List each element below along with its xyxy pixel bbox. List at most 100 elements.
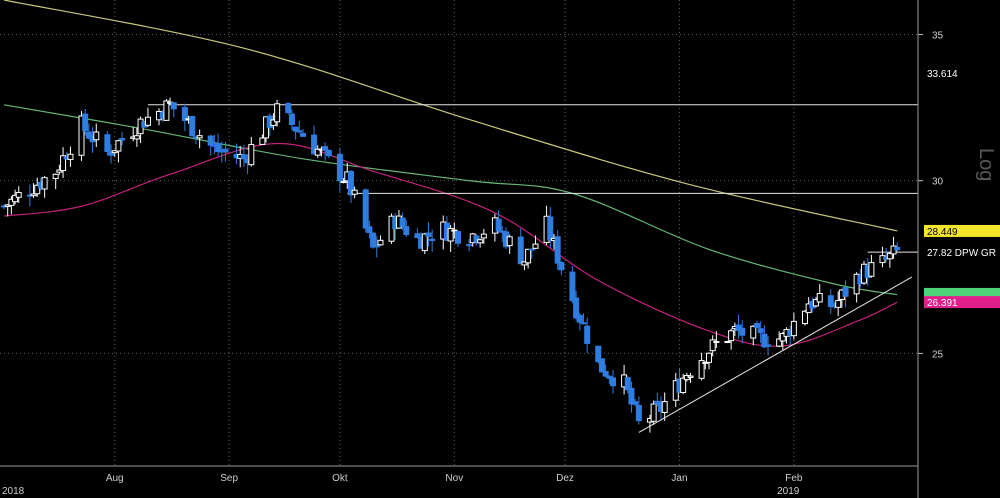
price-tag-top: 33.614 bbox=[927, 69, 958, 80]
candle-body bbox=[776, 338, 783, 347]
x-tick-label: Feb bbox=[785, 473, 803, 484]
candle-body bbox=[473, 235, 480, 243]
candle-body bbox=[569, 271, 576, 302]
candle-body bbox=[12, 194, 19, 203]
candle-body bbox=[765, 344, 772, 347]
candle-body bbox=[403, 226, 410, 236]
candle-body bbox=[517, 236, 524, 265]
candle-body bbox=[868, 262, 875, 277]
candle-body bbox=[894, 246, 901, 251]
candle-body bbox=[558, 261, 565, 271]
candle-body bbox=[56, 169, 63, 173]
candle-body bbox=[8, 198, 15, 206]
support-trendline bbox=[638, 276, 913, 433]
x-year-label: 2018 bbox=[2, 486, 25, 497]
candle-body bbox=[85, 131, 92, 139]
candle-body bbox=[347, 170, 354, 196]
candle-body bbox=[835, 300, 842, 308]
candle-body bbox=[827, 295, 834, 308]
candle-body bbox=[399, 217, 406, 228]
axes: 25 30 35 Aug Sep Okt Nov Dez Jan Feb 2018 2019 bbox=[0, 0, 944, 498]
candle-body bbox=[606, 375, 613, 379]
candle-body bbox=[525, 248, 532, 264]
candle-body bbox=[584, 325, 591, 344]
candle-body bbox=[635, 405, 642, 422]
candle-body bbox=[801, 310, 808, 325]
candle-body bbox=[41, 177, 48, 190]
candle-body bbox=[761, 333, 768, 348]
candle-body bbox=[104, 134, 111, 152]
candle-body bbox=[728, 330, 735, 342]
candle-body bbox=[598, 358, 605, 373]
candle-body bbox=[189, 116, 196, 137]
candle-body bbox=[78, 115, 85, 156]
candle-body bbox=[377, 239, 384, 246]
candle-body bbox=[495, 218, 502, 232]
candle-body bbox=[713, 341, 720, 344]
candle-body bbox=[628, 387, 635, 405]
candle-body bbox=[248, 144, 255, 166]
candle-body bbox=[362, 189, 369, 229]
candle-body bbox=[163, 100, 170, 121]
candle-body bbox=[52, 173, 59, 179]
candle-body bbox=[842, 287, 849, 297]
candle-body bbox=[661, 401, 668, 413]
candle-body bbox=[724, 341, 731, 344]
candle-body bbox=[15, 192, 22, 198]
ma-tag-magenta-bg bbox=[924, 296, 1000, 309]
candle-body bbox=[34, 184, 41, 195]
moving-average-2 bbox=[3, 104, 898, 296]
candle-body bbox=[547, 216, 554, 241]
candle-body bbox=[602, 371, 609, 377]
x-year-label: 2019 bbox=[777, 486, 800, 497]
candle-body bbox=[115, 140, 122, 152]
candle-body bbox=[480, 233, 487, 239]
candle-body bbox=[757, 328, 764, 333]
candle-body bbox=[170, 102, 177, 110]
last-price-tag-bg bbox=[924, 246, 1000, 259]
candle-body bbox=[753, 323, 760, 328]
candle-body bbox=[790, 320, 797, 337]
candle-body bbox=[425, 232, 432, 237]
x-tick-label: Nov bbox=[445, 473, 463, 484]
log-scale-label: Log bbox=[975, 148, 997, 181]
candle-body bbox=[709, 339, 716, 352]
candle-body bbox=[735, 324, 742, 331]
candle-body bbox=[466, 244, 473, 247]
candle-body bbox=[853, 273, 860, 295]
candle-body bbox=[285, 102, 292, 114]
candle-body bbox=[580, 322, 587, 325]
candle-body bbox=[813, 299, 820, 307]
x-tick-label: Aug bbox=[106, 473, 124, 484]
candle-body bbox=[340, 181, 347, 184]
candle-body bbox=[750, 325, 757, 339]
candlestick-series bbox=[1, 97, 901, 433]
x-tick-label: Dez bbox=[556, 473, 574, 484]
candle-body bbox=[373, 244, 380, 248]
moving-average-lines bbox=[3, 0, 898, 347]
candle-body bbox=[67, 153, 74, 160]
candle-body bbox=[119, 138, 126, 141]
candle-body bbox=[370, 232, 377, 248]
candle-body bbox=[816, 293, 823, 303]
candle-body bbox=[429, 238, 436, 242]
candle-body bbox=[288, 113, 295, 125]
candle-body bbox=[650, 403, 657, 422]
candle-body bbox=[687, 375, 694, 378]
candle-body bbox=[144, 116, 151, 126]
candle-body bbox=[322, 146, 329, 151]
x-tick-label: Okt bbox=[332, 473, 348, 484]
candle-body bbox=[705, 352, 712, 363]
ma-tag-yellow-bg bbox=[924, 224, 1000, 237]
x-tick-label: Sep bbox=[220, 473, 238, 484]
moving-average-3 bbox=[3, 142, 898, 347]
candle-body bbox=[314, 148, 321, 156]
candle-body bbox=[528, 248, 535, 251]
ma-tag-green bbox=[924, 287, 1000, 298]
candle-body bbox=[196, 135, 203, 139]
candle-body bbox=[455, 231, 461, 244]
candle-body bbox=[554, 236, 561, 264]
candle-body bbox=[576, 314, 583, 323]
candle-body bbox=[311, 134, 318, 155]
